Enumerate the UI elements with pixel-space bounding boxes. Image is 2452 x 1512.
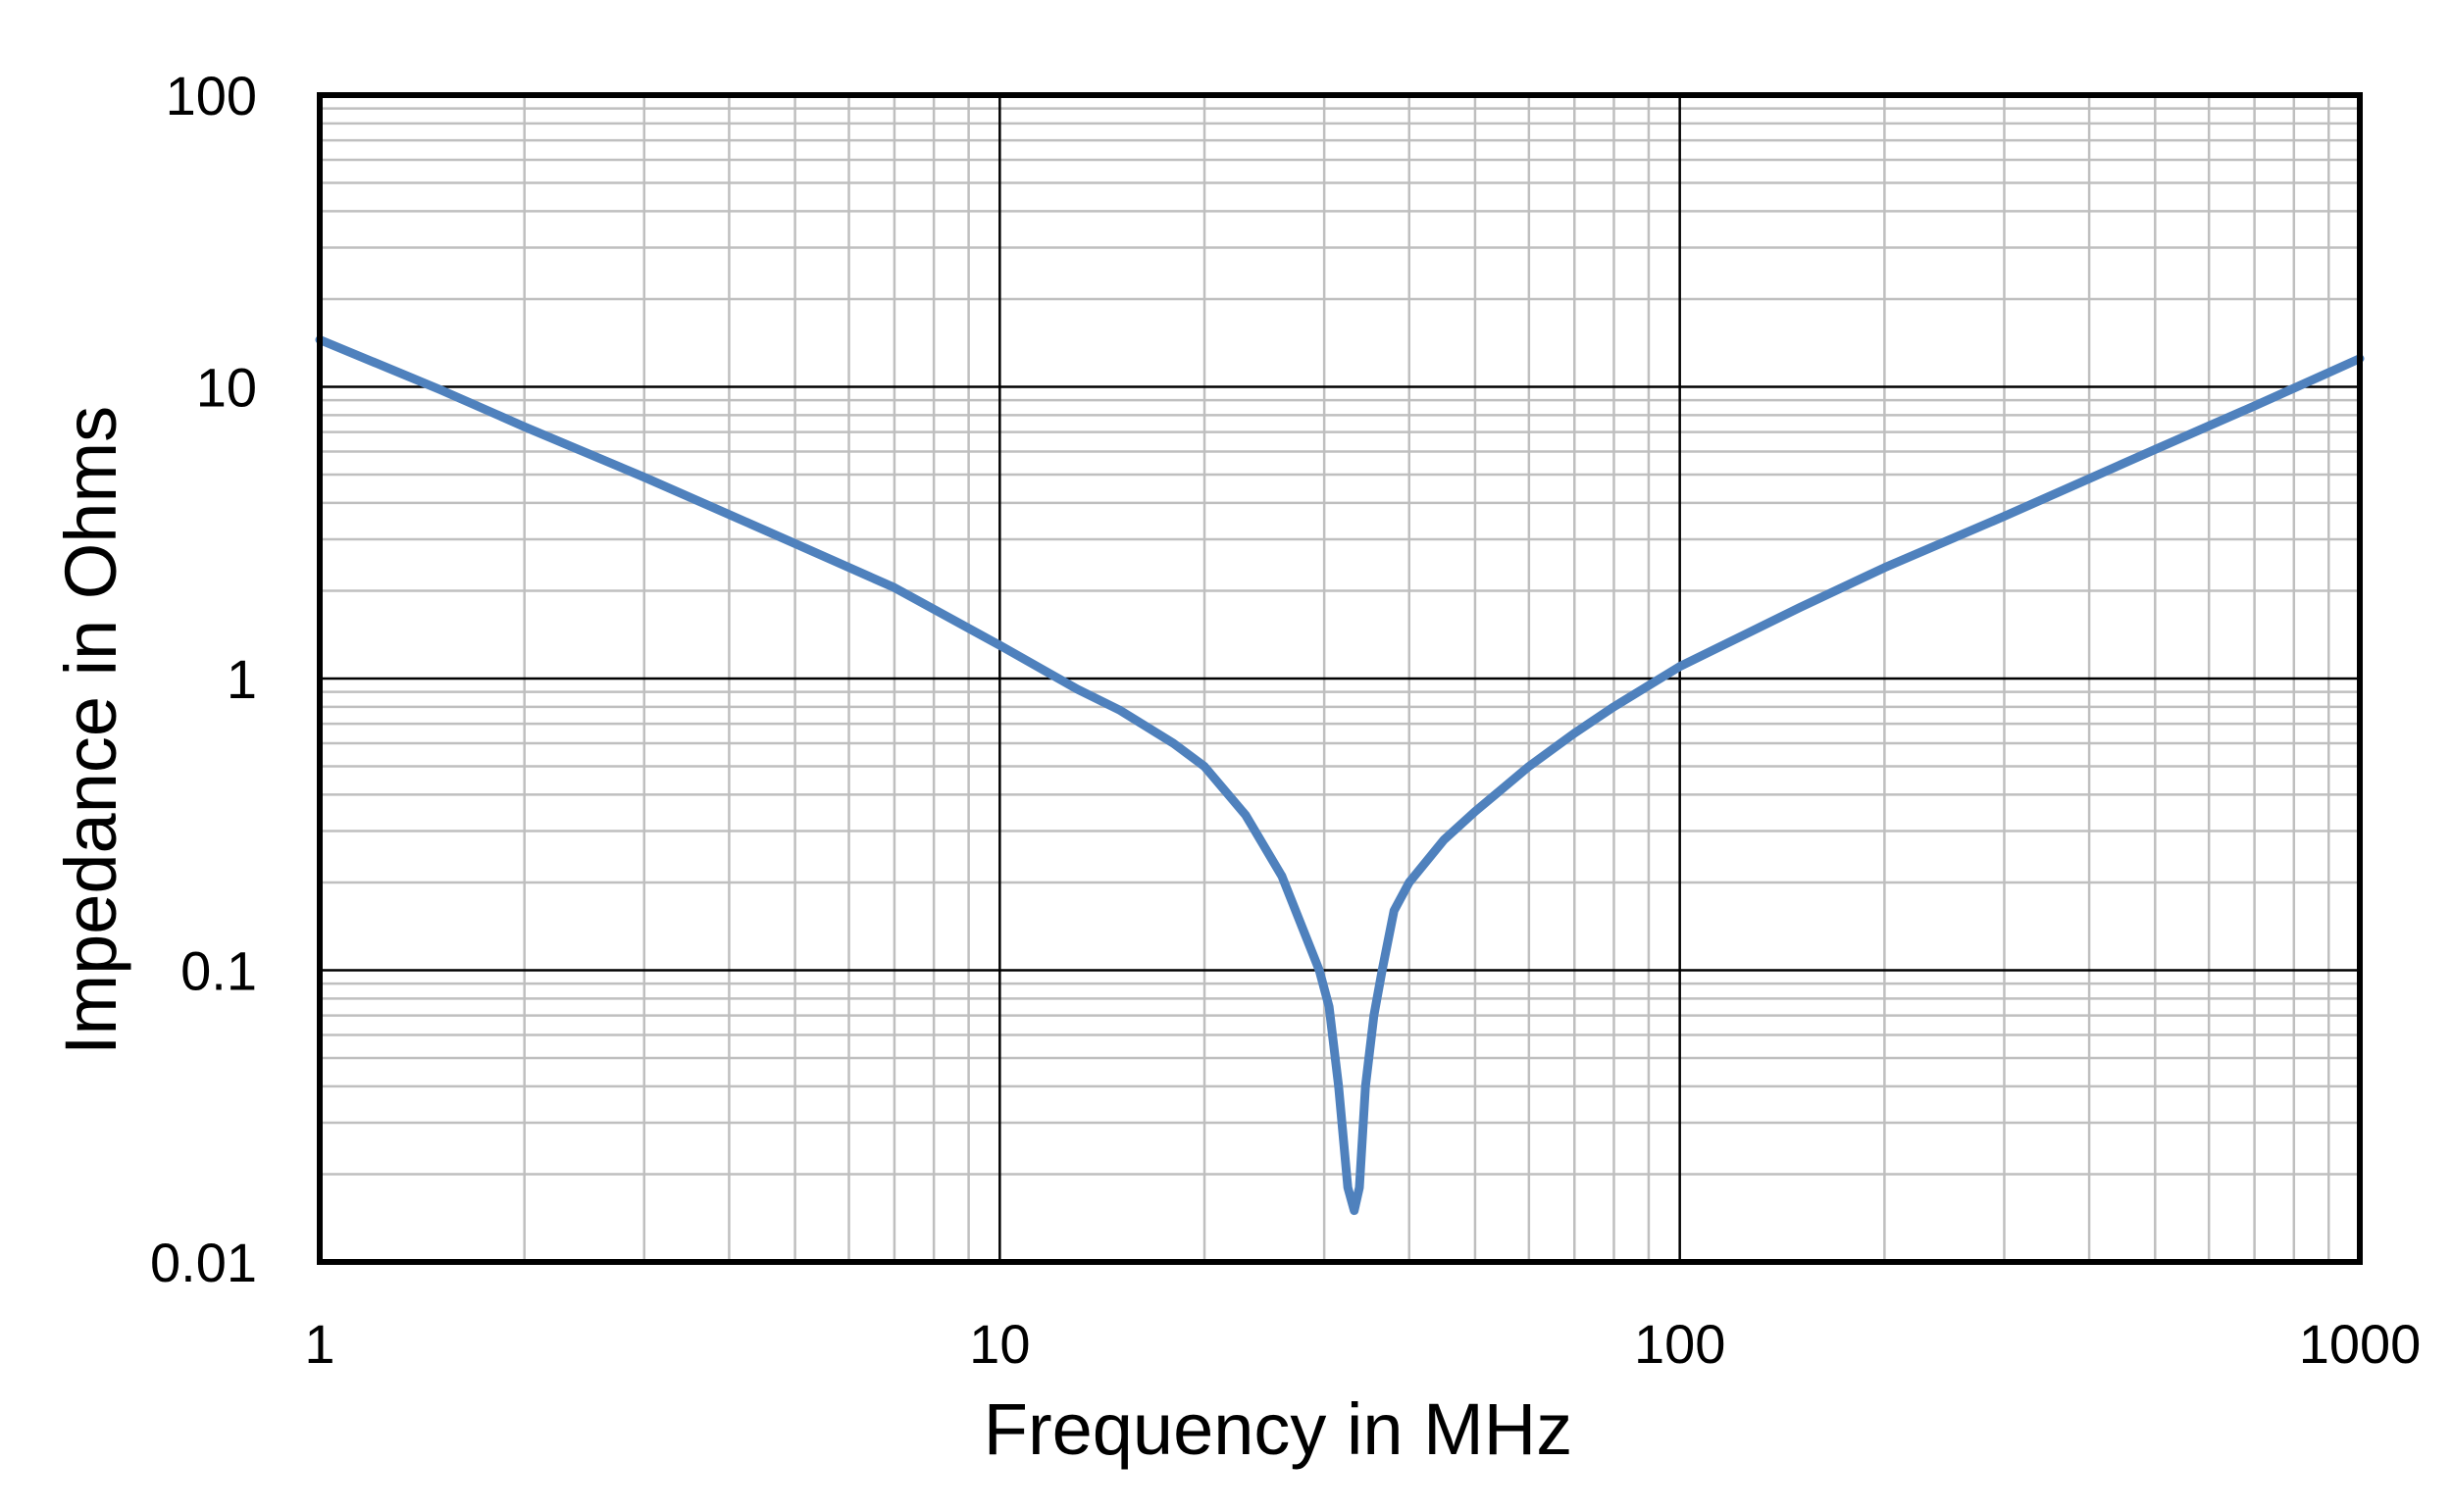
y-tick-label: 0.1 xyxy=(180,940,257,1002)
x-tick-label: 1 xyxy=(304,1313,334,1375)
x-axis-title: Frequency in MHz xyxy=(984,1388,1572,1470)
y-tick-label: 10 xyxy=(196,357,257,419)
impedance-curve xyxy=(315,335,2365,1216)
plot-frame xyxy=(317,92,2363,1265)
y-tick-labels: 0.01 0.1 1 10 100 xyxy=(150,65,257,1293)
x-tick-label: 10 xyxy=(969,1313,1030,1375)
y-tick-label: 0.01 xyxy=(150,1232,257,1293)
y-axis-title: Impedance in Ohms xyxy=(50,406,131,1055)
y-tick-label: 100 xyxy=(166,65,257,126)
y-tick-label: 1 xyxy=(227,648,257,710)
major-grid-lines xyxy=(320,95,2360,1262)
x-tick-label: 100 xyxy=(1634,1313,1725,1375)
x-tick-labels: 1 10 100 1000 xyxy=(304,1313,2421,1375)
x-tick-label: 1000 xyxy=(2299,1313,2422,1375)
